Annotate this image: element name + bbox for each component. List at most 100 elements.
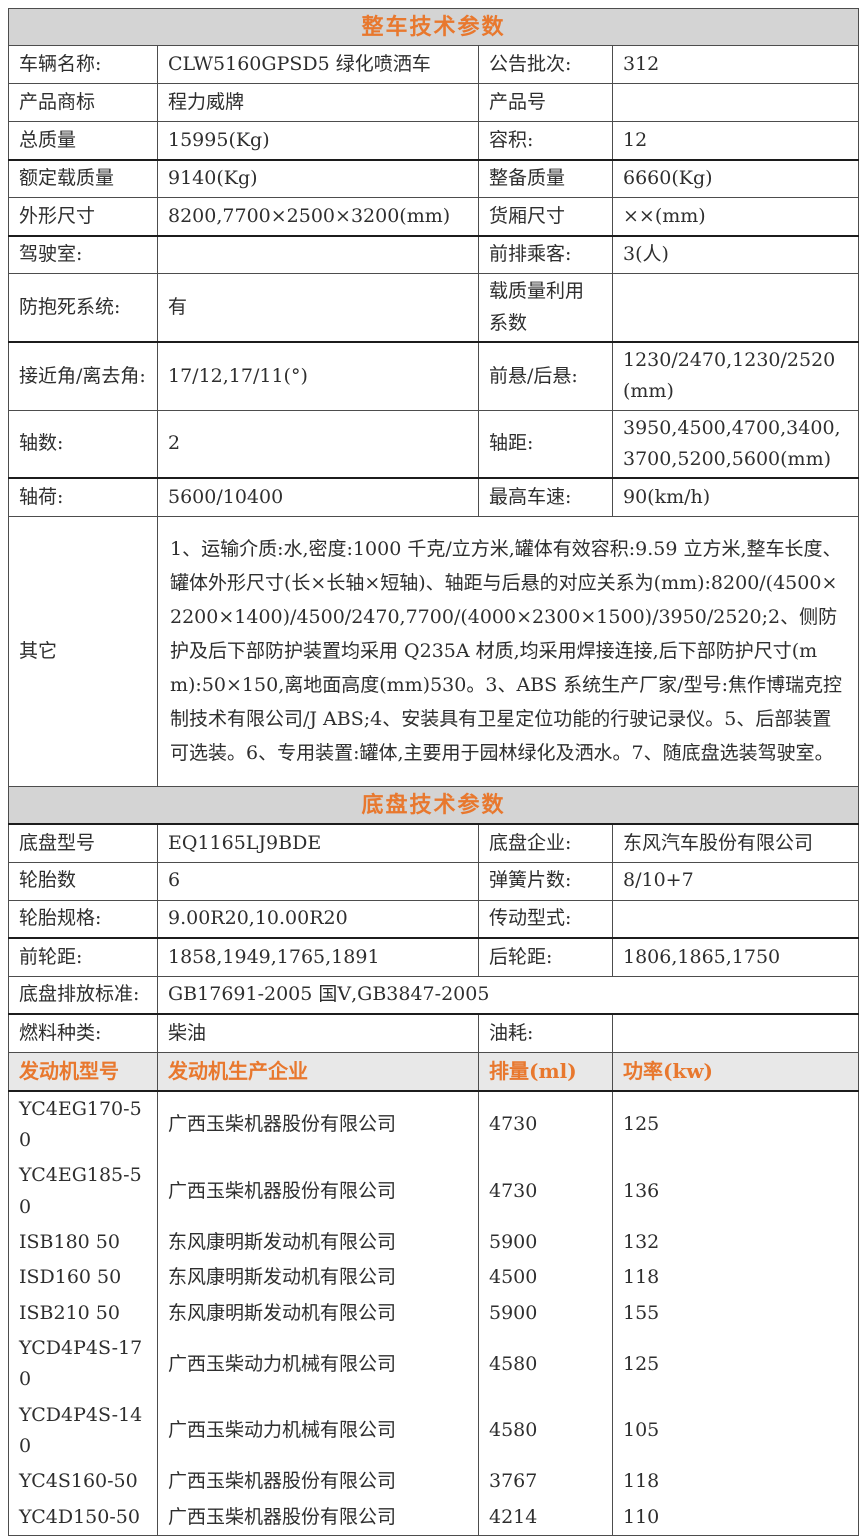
spec-value: 90(km/h)	[611, 477, 860, 517]
spec-label: 传动型式:	[478, 899, 613, 940]
spec-value: EQ1165LJ9BDE	[157, 823, 479, 863]
spec-label: 底盘型号	[8, 823, 158, 863]
engine-manufacturer: 广西玉柴机器股份有限公司	[157, 1464, 479, 1500]
spec-value: 1806,1865,1750	[611, 937, 860, 977]
engine-manufacturer: 广西玉柴动力机械有限公司	[157, 1331, 479, 1398]
other-notes-text: 1、运输介质:水,密度:1000 千克/立方米,罐体有效容积:9.59 立方米,…	[156, 515, 860, 787]
spec-value: ××(mm)	[611, 197, 860, 237]
spec-value: 柴油	[157, 1013, 479, 1053]
engine-model: ISB210 50	[8, 1295, 158, 1332]
spec-label: 燃料种类:	[8, 1013, 158, 1053]
spec-value: CLW5160GPSD5 绿化喷洒车	[157, 45, 479, 85]
spec-label: 最高车速:	[478, 477, 613, 517]
engine-displacement: 4730	[478, 1158, 613, 1226]
spec-label: 额定载质量	[8, 159, 158, 199]
engine-manufacturer: 东风康明斯发动机有限公司	[157, 1225, 479, 1261]
engine-model: YCD4P4S-140	[8, 1397, 158, 1465]
spec-label: 轮胎规格:	[8, 899, 158, 940]
engine-manufacturer: 广西玉柴机器股份有限公司	[157, 1499, 479, 1536]
engine-col-header-manufacturer: 发动机生产企业	[157, 1051, 479, 1092]
spec-label: 轴荷:	[8, 477, 158, 517]
engine-displacement: 5900	[478, 1295, 613, 1332]
table-row: 车辆名称: CLW5160GPSD5 绿化喷洒车 公告批次: 312	[8, 45, 860, 85]
engine-power: 118	[611, 1464, 860, 1500]
engine-row: YCD4P4S-140 广西玉柴动力机械有限公司 4580 105	[8, 1397, 860, 1465]
engine-row: YC4S160-50 广西玉柴机器股份有限公司 3767 118	[8, 1464, 860, 1500]
engine-power: 110	[611, 1499, 860, 1536]
chassis-section-header: 底盘技术参数	[7, 785, 860, 826]
engine-model: ISB180 50	[8, 1225, 158, 1261]
engine-row: ISD160 50 东风康明斯发动机有限公司 4500 118	[8, 1260, 860, 1296]
spec-value: 8200,7700×2500×3200(mm)	[157, 197, 479, 237]
table-row: 外形尺寸 8200,7700×2500×3200(mm) 货厢尺寸 ××(mm)	[8, 197, 860, 237]
table-row: 轮胎数 6 弹簧片数: 8/10+7	[8, 861, 860, 901]
engine-displacement: 4500	[478, 1260, 613, 1296]
table-row: 产品商标 程力威牌 产品号	[8, 83, 860, 123]
fuel-row: 燃料种类: 柴油 油耗:	[8, 1013, 860, 1053]
engine-col-header-power: 功率(kw)	[611, 1051, 860, 1092]
engine-col-header-displacement: 排量(ml)	[478, 1051, 613, 1092]
engine-manufacturer: 广西玉柴机器股份有限公司	[157, 1090, 479, 1159]
spec-value: 3950,4500,4700,3400,3700,5200,5600(mm)	[611, 409, 860, 480]
engine-power: 125	[611, 1331, 860, 1398]
spec-label: 油耗:	[478, 1013, 613, 1053]
engine-row: YCD4P4S-170 广西玉柴动力机械有限公司 4580 125	[8, 1331, 860, 1398]
engine-manufacturer: 东风康明斯发动机有限公司	[157, 1295, 479, 1332]
chassis-section-title: 底盘技术参数	[7, 785, 860, 826]
engine-model: YC4D150-50	[8, 1499, 158, 1536]
spec-label: 轴数:	[8, 409, 158, 480]
spec-value: GB17691-2005 国Ⅴ,GB3847-2005	[156, 975, 860, 1016]
engine-displacement: 4214	[478, 1499, 613, 1536]
spec-label: 其它	[8, 515, 158, 787]
engine-power: 132	[611, 1225, 860, 1261]
engine-displacement: 4580	[478, 1397, 613, 1465]
spec-value	[611, 273, 860, 343]
spec-value: 15995(Kg)	[157, 121, 479, 161]
engine-row: ISB180 50 东风康明斯发动机有限公司 5900 132	[8, 1225, 860, 1261]
spec-value: 5600/10400	[157, 477, 479, 517]
vehicle-section-title: 整车技术参数	[7, 7, 860, 47]
spec-value: 6	[157, 861, 479, 901]
engine-row: ISB210 50 东风康明斯发动机有限公司 5900 155	[8, 1295, 860, 1332]
spec-table: 整车技术参数 车辆名称: CLW5160GPSD5 绿化喷洒车 公告批次: 31…	[7, 7, 860, 1536]
engine-model: ISD160 50	[8, 1260, 158, 1296]
spec-label: 产品号	[478, 83, 613, 123]
spec-label: 容积:	[478, 121, 613, 161]
spec-label: 总质量	[8, 121, 158, 161]
spec-value: 程力威牌	[157, 83, 479, 123]
engine-displacement: 4580	[478, 1331, 613, 1398]
spec-value: 12	[611, 121, 860, 161]
spec-label: 防抱死系统:	[8, 273, 158, 343]
engine-model: YC4EG185-50	[8, 1158, 158, 1226]
spec-value: 17/12,17/11(°)	[157, 341, 479, 411]
vehicle-section-header: 整车技术参数	[7, 7, 860, 47]
table-row: 轴数: 2 轴距: 3950,4500,4700,3400,3700,5200,…	[8, 409, 860, 480]
spec-label: 底盘排放标准:	[8, 975, 158, 1016]
engine-col-header-model: 发动机型号	[8, 1051, 158, 1092]
spec-value: 9.00R20,10.00R20	[157, 899, 479, 940]
table-row: 轮胎规格: 9.00R20,10.00R20 传动型式:	[8, 899, 860, 940]
spec-label: 后轮距:	[478, 937, 613, 977]
engine-displacement: 5900	[478, 1225, 613, 1261]
spec-label: 整备质量	[478, 159, 613, 199]
engine-table-header: 发动机型号 发动机生产企业 排量(ml) 功率(kw)	[8, 1051, 860, 1092]
engine-displacement: 4730	[478, 1090, 613, 1159]
spec-value: 8/10+7	[611, 861, 860, 901]
engine-model: YC4S160-50	[8, 1464, 158, 1500]
spec-value	[611, 1013, 860, 1053]
table-row: 防抱死系统: 有 载质量利用系数	[8, 273, 860, 343]
spec-label: 前轮距:	[8, 937, 158, 977]
spec-label: 产品商标	[8, 83, 158, 123]
engine-row: YC4EG185-50 广西玉柴机器股份有限公司 4730 136	[8, 1158, 860, 1226]
table-row: 额定载质量 9140(Kg) 整备质量 6660(Kg)	[8, 159, 860, 199]
engine-model: YCD4P4S-170	[8, 1331, 158, 1398]
spec-label: 弹簧片数:	[478, 861, 613, 901]
engine-manufacturer: 广西玉柴动力机械有限公司	[157, 1397, 479, 1465]
spec-value: 1230/2470,1230/2520(mm)	[611, 341, 860, 411]
spec-label: 前悬/后悬:	[478, 341, 613, 411]
spec-label: 驾驶室:	[8, 235, 158, 275]
table-row: 前轮距: 1858,1949,1765,1891 后轮距: 1806,1865,…	[8, 937, 860, 977]
spec-label: 车辆名称:	[8, 45, 158, 85]
engine-model: YC4EG170-50	[8, 1090, 158, 1159]
engine-power: 136	[611, 1158, 860, 1226]
